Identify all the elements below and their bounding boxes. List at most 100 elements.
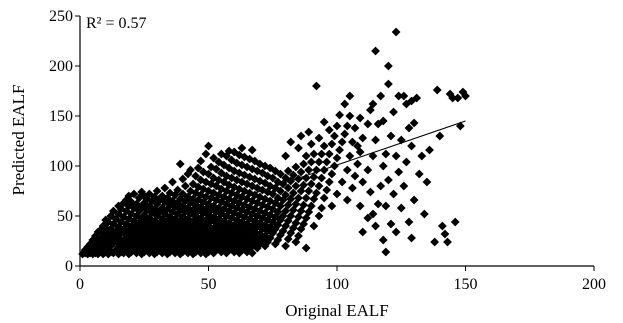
data-point	[137, 202, 147, 212]
data-point	[196, 213, 206, 223]
data-point	[240, 242, 249, 252]
x-axis-label: Original EALF	[285, 301, 388, 320]
data-point	[219, 204, 229, 214]
data-point	[317, 173, 326, 183]
data-point	[371, 135, 380, 145]
data-point	[363, 119, 373, 129]
data-point	[309, 172, 319, 182]
data-point	[170, 241, 180, 251]
data-point	[219, 160, 229, 170]
data-point	[304, 127, 314, 137]
data-point	[332, 153, 342, 163]
data-point	[301, 173, 311, 183]
data-point	[106, 224, 116, 234]
data-point	[186, 246, 195, 256]
data-point	[353, 141, 362, 151]
data-point	[186, 198, 195, 208]
data-point	[245, 154, 255, 164]
data-point	[407, 141, 416, 151]
data-point	[219, 243, 229, 253]
data-point	[268, 217, 278, 227]
data-point	[419, 209, 429, 219]
data-point	[378, 235, 388, 245]
data-point	[93, 245, 103, 255]
data-point	[247, 248, 257, 258]
data-point	[229, 147, 239, 157]
data-point	[399, 91, 409, 101]
data-point	[265, 233, 275, 243]
data-point	[229, 247, 239, 257]
data-point	[288, 223, 298, 233]
data-point	[224, 206, 234, 216]
data-point	[391, 151, 401, 161]
data-point	[294, 143, 303, 153]
data-point	[98, 249, 108, 259]
data-point	[175, 216, 185, 226]
data-point	[127, 229, 136, 239]
data-point	[224, 237, 234, 247]
data-point	[358, 133, 368, 143]
data-point	[299, 159, 308, 169]
data-point	[281, 151, 290, 161]
data-point	[103, 228, 113, 238]
data-point	[229, 239, 239, 249]
data-point	[96, 241, 105, 251]
data-point	[327, 169, 337, 179]
data-point	[376, 91, 386, 101]
data-point	[201, 177, 211, 187]
data-point	[443, 237, 452, 247]
data-point	[376, 181, 386, 191]
data-point	[170, 190, 180, 200]
data-point	[301, 193, 311, 203]
data-point	[386, 219, 396, 229]
data-point	[180, 228, 190, 238]
data-point	[98, 236, 108, 246]
data-point	[461, 91, 470, 101]
data-point	[191, 247, 201, 257]
data-point	[191, 240, 201, 250]
data-point	[240, 200, 249, 210]
data-point	[224, 194, 234, 204]
data-point	[306, 139, 316, 149]
data-point	[265, 196, 275, 206]
data-point	[314, 157, 324, 167]
data-point	[132, 199, 141, 209]
data-point	[106, 211, 116, 221]
data-point	[196, 233, 206, 243]
data-point	[175, 235, 185, 245]
data-point	[168, 177, 177, 187]
data-point	[103, 217, 113, 227]
data-point	[355, 113, 365, 123]
data-point	[219, 235, 229, 245]
data-point	[234, 210, 244, 220]
data-point	[165, 247, 175, 257]
data-point	[270, 166, 280, 176]
data-point	[201, 215, 211, 225]
data-point	[83, 242, 93, 252]
data-point	[96, 247, 105, 257]
data-point	[165, 222, 175, 232]
y-axis-label: Predicted EALF	[9, 85, 28, 196]
data-point	[121, 195, 131, 205]
data-point	[193, 163, 203, 173]
data-point	[160, 230, 170, 240]
data-point	[337, 177, 347, 187]
data-point	[414, 169, 424, 179]
data-point	[191, 231, 201, 241]
data-point	[101, 232, 111, 242]
data-point	[180, 207, 190, 217]
data-point	[291, 199, 301, 209]
data-point	[268, 228, 278, 238]
data-point	[191, 188, 201, 198]
data-point	[373, 119, 383, 129]
x-tick-label: 150	[454, 276, 478, 293]
data-point	[201, 249, 211, 259]
data-point	[245, 214, 255, 224]
data-point	[432, 85, 442, 95]
data-point	[229, 166, 239, 176]
data-point	[368, 151, 378, 161]
data-point	[191, 171, 201, 181]
data-point	[319, 141, 329, 151]
x-tick-label: 0	[76, 276, 84, 293]
data-point	[175, 249, 185, 259]
